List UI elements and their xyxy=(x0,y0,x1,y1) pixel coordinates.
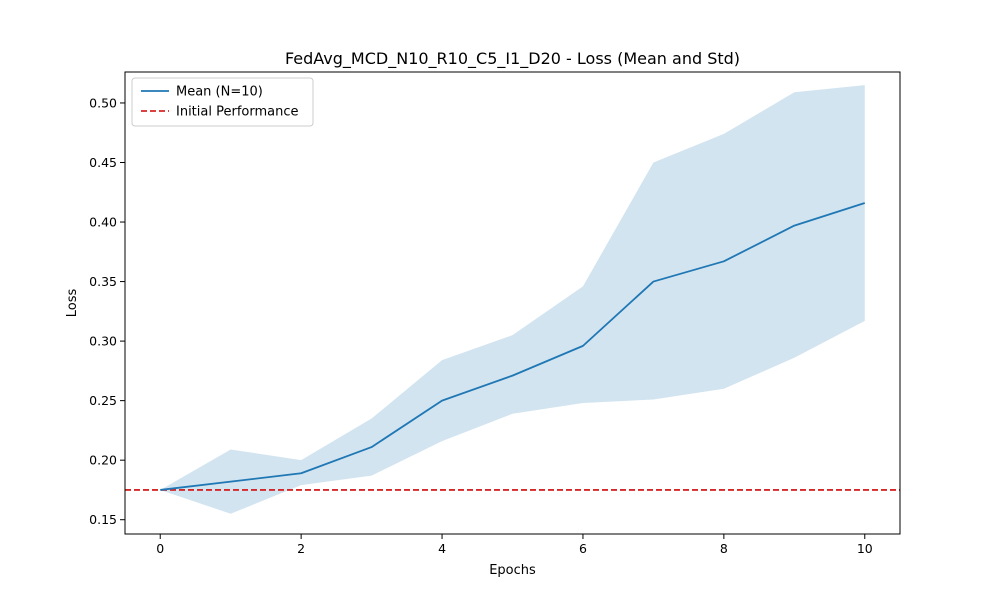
legend: Mean (N=10) Initial Performance xyxy=(131,77,314,127)
y-tick-label: 0.45 xyxy=(89,155,117,170)
legend-initial-performance-label: Initial Performance xyxy=(176,105,298,120)
y-axis-ticks: 0.15 0.20 0.25 0.30 0.35 0.40 0.45 0.50 xyxy=(89,95,125,527)
x-tick-label: 8 xyxy=(720,541,728,556)
mean-series-line xyxy=(160,202,866,491)
y-tick-label: 0.35 xyxy=(89,274,117,289)
legend-box xyxy=(131,77,314,127)
x-tick-label: 4 xyxy=(438,541,446,556)
x-tick-label: 0 xyxy=(156,541,164,556)
x-axis-ticks: 0 2 4 6 8 10 xyxy=(156,534,873,556)
plot-area xyxy=(125,85,900,514)
y-tick-label: 0.30 xyxy=(89,334,117,349)
y-axis-label: Loss xyxy=(65,289,80,318)
y-tick-label: 0.20 xyxy=(89,453,117,468)
y-tick-label: 0.40 xyxy=(89,215,117,230)
y-tick-label: 0.15 xyxy=(89,512,117,527)
x-tick-label: 6 xyxy=(579,541,587,556)
x-tick-label: 10 xyxy=(857,541,873,556)
legend-mean-label: Mean (N=10) xyxy=(176,85,263,100)
std-band xyxy=(160,85,865,514)
chart-title: FedAvg_MCD_N10_R10_C5_I1_D20 - Loss (Mea… xyxy=(285,49,740,69)
x-axis-label: Epochs xyxy=(489,563,536,578)
plot-frame xyxy=(124,71,901,535)
y-tick-label: 0.50 xyxy=(89,95,117,110)
y-tick-label: 0.25 xyxy=(89,393,117,408)
x-tick-label: 2 xyxy=(297,541,305,556)
